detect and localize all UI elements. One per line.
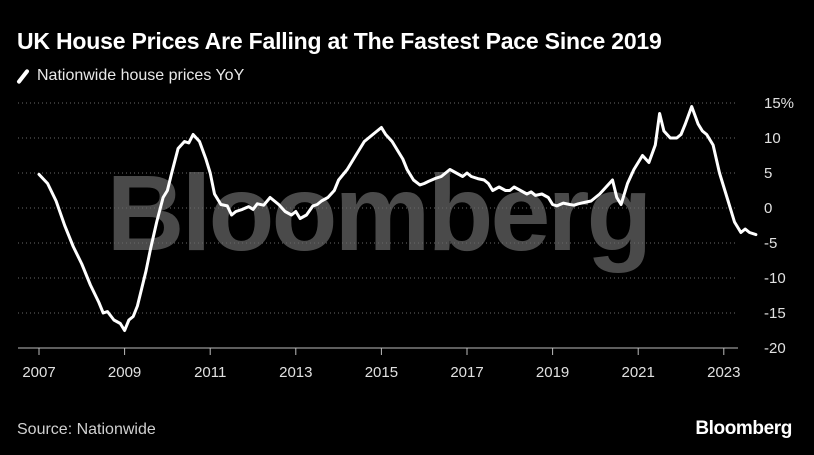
x-tick-label: 2009	[108, 364, 141, 381]
y-tick-label: -5	[764, 235, 777, 252]
x-tick-label: 2019	[536, 364, 569, 381]
x-tick-label: 2015	[365, 364, 398, 381]
x-tick-label: 2021	[622, 364, 655, 381]
x-tick-label: 2017	[450, 364, 483, 381]
bloomberg-logo: Bloomberg	[695, 418, 792, 439]
x-tick-label: 2023	[707, 364, 740, 381]
watermark-text: Bloomberg	[106, 152, 649, 273]
y-tick-label: 10	[764, 130, 781, 147]
y-tick-label: -20	[764, 340, 786, 357]
legend-label: Nationwide house prices YoY	[37, 67, 245, 84]
x-tick-label: 2013	[279, 364, 312, 381]
chart-title: UK House Prices Are Falling at The Faste…	[17, 28, 662, 54]
y-gridlines	[18, 102, 738, 314]
source-note: Source: Nationwide	[17, 421, 156, 438]
y-tick-label: 15%	[764, 95, 794, 112]
legend: Nationwide house prices YoY	[16, 67, 245, 85]
y-tick-label: -10	[764, 270, 786, 287]
y-axis-labels: 15% 10 5 0 -5 -10 -15 -20	[764, 95, 794, 357]
x-axis-ticks: 2007 2009 2011 2013 2015 2017 2019 2021 2023	[22, 348, 740, 381]
y-tick-label: -15	[764, 305, 786, 322]
x-tick-label: 2011	[194, 364, 226, 381]
x-tick-label: 2007	[22, 364, 55, 381]
series-line-nationwide-yoy	[37, 105, 758, 332]
y-tick-label: 5	[764, 165, 772, 182]
y-tick-label: 0	[764, 200, 772, 217]
